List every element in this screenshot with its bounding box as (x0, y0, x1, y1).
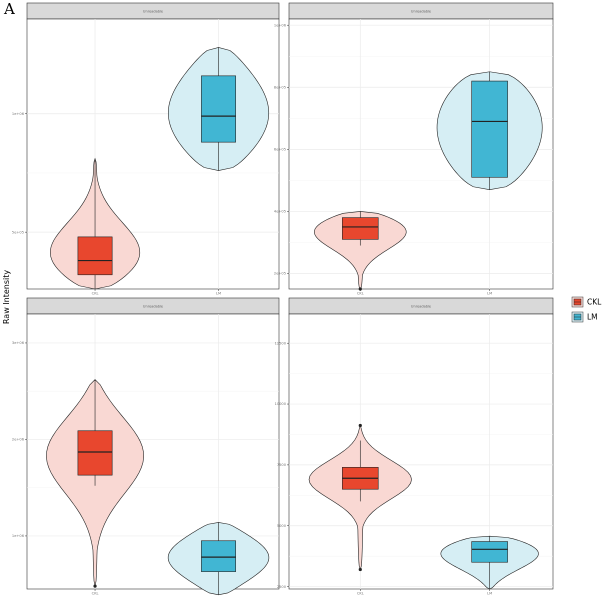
facet-panel-4: Unreadable 2500 5000 7500 10000 12500 CKL LM (275, 297, 554, 596)
x-tick-label: CKL (92, 292, 99, 296)
y-tick-label: 2e+05 (274, 272, 286, 276)
outlier-point (358, 287, 362, 291)
facet-panel-1: Unreadable 5e+05 1e+06 CKL LM (12, 2, 280, 296)
group-ckl (46, 379, 144, 588)
facet-strip-title: Unreadable (411, 304, 431, 308)
facet-strip-title: Unreadable (411, 9, 431, 13)
y-axis-label: Raw Intensity (2, 270, 11, 324)
x-tick-label: CKL (357, 292, 364, 296)
x-tick-label: CKL (92, 592, 99, 596)
legend-label: LM (587, 313, 598, 322)
facet-strip-title: Unreadable (143, 304, 163, 308)
y-tick-label: 5e+05 (12, 230, 24, 234)
y-tick-label: 6e+05 (274, 148, 286, 152)
y-tick-label: 1e+06 (12, 534, 25, 538)
box (77, 430, 113, 476)
y-tick-label: 4e+05 (274, 210, 286, 214)
legend-item-lm: LM (571, 311, 598, 323)
y-tick-label: 5000 (277, 524, 287, 528)
legend-label: CKL (587, 298, 602, 307)
group-lm (167, 522, 270, 596)
legend: CKL LM (571, 296, 602, 323)
group-lm (436, 71, 543, 190)
y-tick-label: 7500 (277, 463, 287, 467)
y-tick-label: 2e+06 (12, 438, 25, 442)
y-tick-label: 1e+06 (12, 112, 25, 116)
violin (314, 211, 407, 290)
facet-panels: Unreadable 5e+05 1e+06 CKL LM Unreadable 2e+05… (12, 2, 554, 596)
box (201, 75, 236, 143)
y-tick-label: 2500 (277, 585, 287, 589)
y-tick-label: 3e+06 (12, 341, 25, 345)
group-ckl (49, 157, 141, 290)
outlier-point (358, 567, 362, 572)
box (201, 540, 236, 572)
panel-letter: A (3, 0, 15, 18)
x-tick-label: LM (487, 592, 492, 596)
box (471, 541, 508, 563)
y-tick-label: 8e+05 (274, 85, 286, 89)
facet-strip-title: Unreadable (143, 9, 163, 13)
y-tick-label: 10000 (275, 402, 287, 406)
outlier-point (358, 423, 362, 428)
x-tick-label: CKL (357, 592, 364, 596)
group-lm (440, 535, 539, 590)
group-ckl (314, 211, 407, 291)
x-tick-label: LM (216, 292, 221, 296)
group-lm (167, 47, 270, 171)
y-tick-label: 1e+06 (274, 23, 287, 27)
group-ckl (308, 423, 412, 572)
box (342, 217, 379, 240)
y-tick-label: 12500 (275, 341, 287, 345)
legend-item-ckl: CKL (571, 296, 602, 308)
outlier-point (93, 584, 97, 588)
box (471, 80, 508, 178)
x-tick-label: LM (487, 292, 492, 296)
facet-panel-2: Unreadable 2e+05 4e+05 6e+05 8e+05 1e+06 CKL LM (274, 2, 554, 296)
box (77, 236, 113, 276)
